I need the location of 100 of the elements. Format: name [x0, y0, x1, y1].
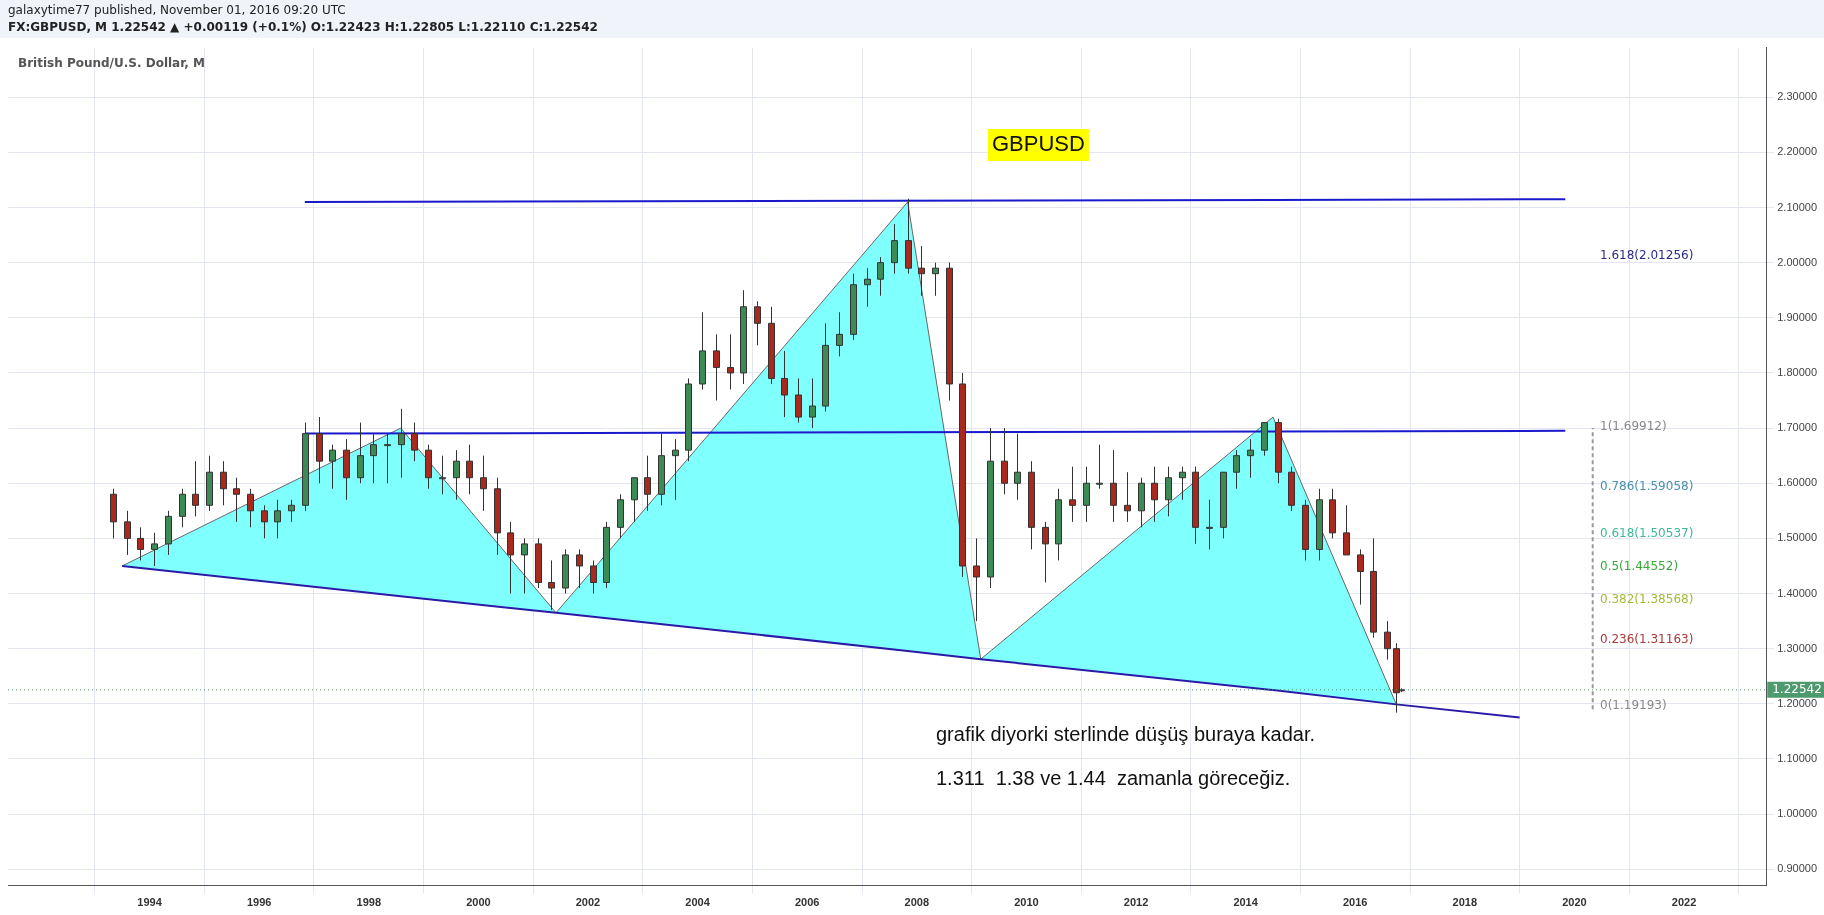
y-tick-label: 0.90000	[1777, 862, 1817, 875]
candlestick	[891, 223, 898, 275]
annotation: 0.618(1.50537)	[1600, 526, 1694, 541]
text: galaxytime77 published, November 01, 2016 09:20 UTC	[8, 2, 347, 19]
annotation: grafik diyorki sterlinde düşüş buraya kadar.	[936, 722, 1316, 745]
candlestick	[864, 267, 871, 308]
candlestick	[1343, 504, 1350, 556]
candlestick	[1069, 466, 1076, 523]
annotation: 0.786(1.59058)	[1600, 479, 1694, 494]
candlestick	[370, 433, 377, 484]
y-tick-label: 2.00000	[1777, 255, 1817, 268]
candlestick	[329, 444, 336, 490]
x-tick-label: 2014	[1233, 896, 1259, 909]
candlestick	[1151, 466, 1158, 523]
x-tick-label: 2006	[794, 896, 820, 909]
candlestick	[809, 377, 816, 429]
text: British Pound/U.S. Dollar, M	[18, 55, 206, 70]
candlestick	[507, 521, 514, 595]
x-tick-label: 2012	[1123, 896, 1149, 909]
candlestick	[548, 559, 555, 611]
candlestick	[466, 444, 473, 495]
candlestick	[1165, 466, 1172, 517]
x-tick-label: 2018	[1452, 896, 1478, 909]
candlestick	[274, 499, 281, 539]
annotation: 1(1.69912)	[1600, 419, 1667, 434]
annotation: 1.618(2.01256)	[1600, 248, 1694, 263]
candlestick	[877, 256, 884, 297]
candlestick	[480, 455, 487, 512]
y-tick-label: 1.10000	[1777, 752, 1817, 764]
y-tick-label: 1.30000	[1777, 641, 1817, 654]
x-tick-label: 2022	[1671, 896, 1697, 909]
y-tick-label: 1.00000	[1777, 807, 1817, 820]
x-tick-label: 2016	[1342, 896, 1368, 909]
candlestick	[918, 245, 925, 297]
annotation: 0.5(1.44552)	[1600, 559, 1679, 574]
candlestick	[713, 333, 720, 402]
candlestick	[631, 477, 638, 523]
y-tick-label: 1.70000	[1777, 421, 1817, 434]
annotation: 0.236(1.31163)	[1600, 632, 1694, 647]
y-tick-label: 1.80000	[1777, 365, 1817, 378]
candlestick	[1014, 433, 1021, 501]
candlestick	[1206, 499, 1213, 550]
candlestick	[973, 537, 980, 622]
y-tick-label: 2.20000	[1777, 145, 1817, 158]
candlestick	[754, 300, 761, 346]
candlestick	[151, 532, 158, 567]
candlestick	[398, 408, 405, 479]
candlestick	[1233, 449, 1240, 490]
candlestick	[124, 510, 131, 556]
y-tick-label: 2.30000	[1777, 90, 1817, 103]
candlestick	[453, 449, 460, 501]
chart-title: FX:GBPUSD, M 1.22542 ▲ +0.00119 (+0.1%) O:1.22423 H:1.22805 L:1.22110 C:1.22542	[8, 19, 599, 36]
candlestick	[1384, 620, 1391, 661]
annotation: 0(1.19193)	[1600, 698, 1667, 713]
candlestick	[192, 460, 199, 517]
candlestick	[1042, 521, 1049, 583]
x-tick-label: 2010	[1014, 896, 1039, 909]
candlestick	[932, 262, 939, 297]
candlestick	[1110, 449, 1117, 523]
candlestick	[795, 377, 802, 424]
candlestick	[1124, 471, 1131, 523]
x-tick-label: 1998	[356, 896, 382, 909]
y-tick-label: 2.10000	[1777, 200, 1817, 213]
candlestick	[727, 333, 734, 390]
candlestick	[357, 422, 364, 484]
candlestick	[644, 455, 651, 512]
candlestick	[179, 488, 186, 528]
ref-line-label: 1.22542	[1772, 681, 1822, 696]
x-tick-label: 2002	[575, 896, 601, 909]
x-tick-label: 1994	[137, 896, 163, 909]
candlestick	[1247, 438, 1254, 479]
candlestick	[439, 455, 446, 495]
candlestick	[233, 477, 240, 523]
candlestick	[384, 433, 391, 484]
candlestick	[220, 460, 227, 506]
x-tick-label: 2020	[1562, 896, 1587, 909]
x-tick-label: 1996	[246, 896, 272, 909]
annotation: 0.382(1.38568)	[1600, 592, 1694, 607]
annotation: 1.311 1.38 ve 1.44 zamanla göreceğiz.	[936, 766, 1291, 789]
candlestick	[576, 548, 583, 589]
candlestick	[590, 559, 597, 595]
candlestick	[1357, 548, 1364, 606]
candlestick	[247, 488, 254, 528]
x-tick-label: 2008	[904, 896, 930, 909]
candlestick	[1179, 466, 1186, 501]
x-tick-label: 2000	[466, 896, 491, 909]
candlestick	[288, 499, 295, 523]
candlestick	[836, 311, 843, 357]
candlestick	[137, 526, 144, 561]
candlestick	[781, 350, 788, 418]
x-tick-label: 2004	[685, 896, 711, 909]
candlestick	[672, 438, 679, 501]
annotation: GBPUSD	[992, 131, 1085, 157]
candlestick	[521, 537, 528, 595]
candlestick	[261, 504, 268, 539]
y-tick-label: 1.40000	[1777, 586, 1817, 599]
y-tick-label: 1.50000	[1777, 531, 1817, 544]
candlestick	[1001, 427, 1008, 495]
y-tick-label: 1.20000	[1777, 696, 1817, 709]
y-tick-label: 1.60000	[1777, 476, 1817, 489]
